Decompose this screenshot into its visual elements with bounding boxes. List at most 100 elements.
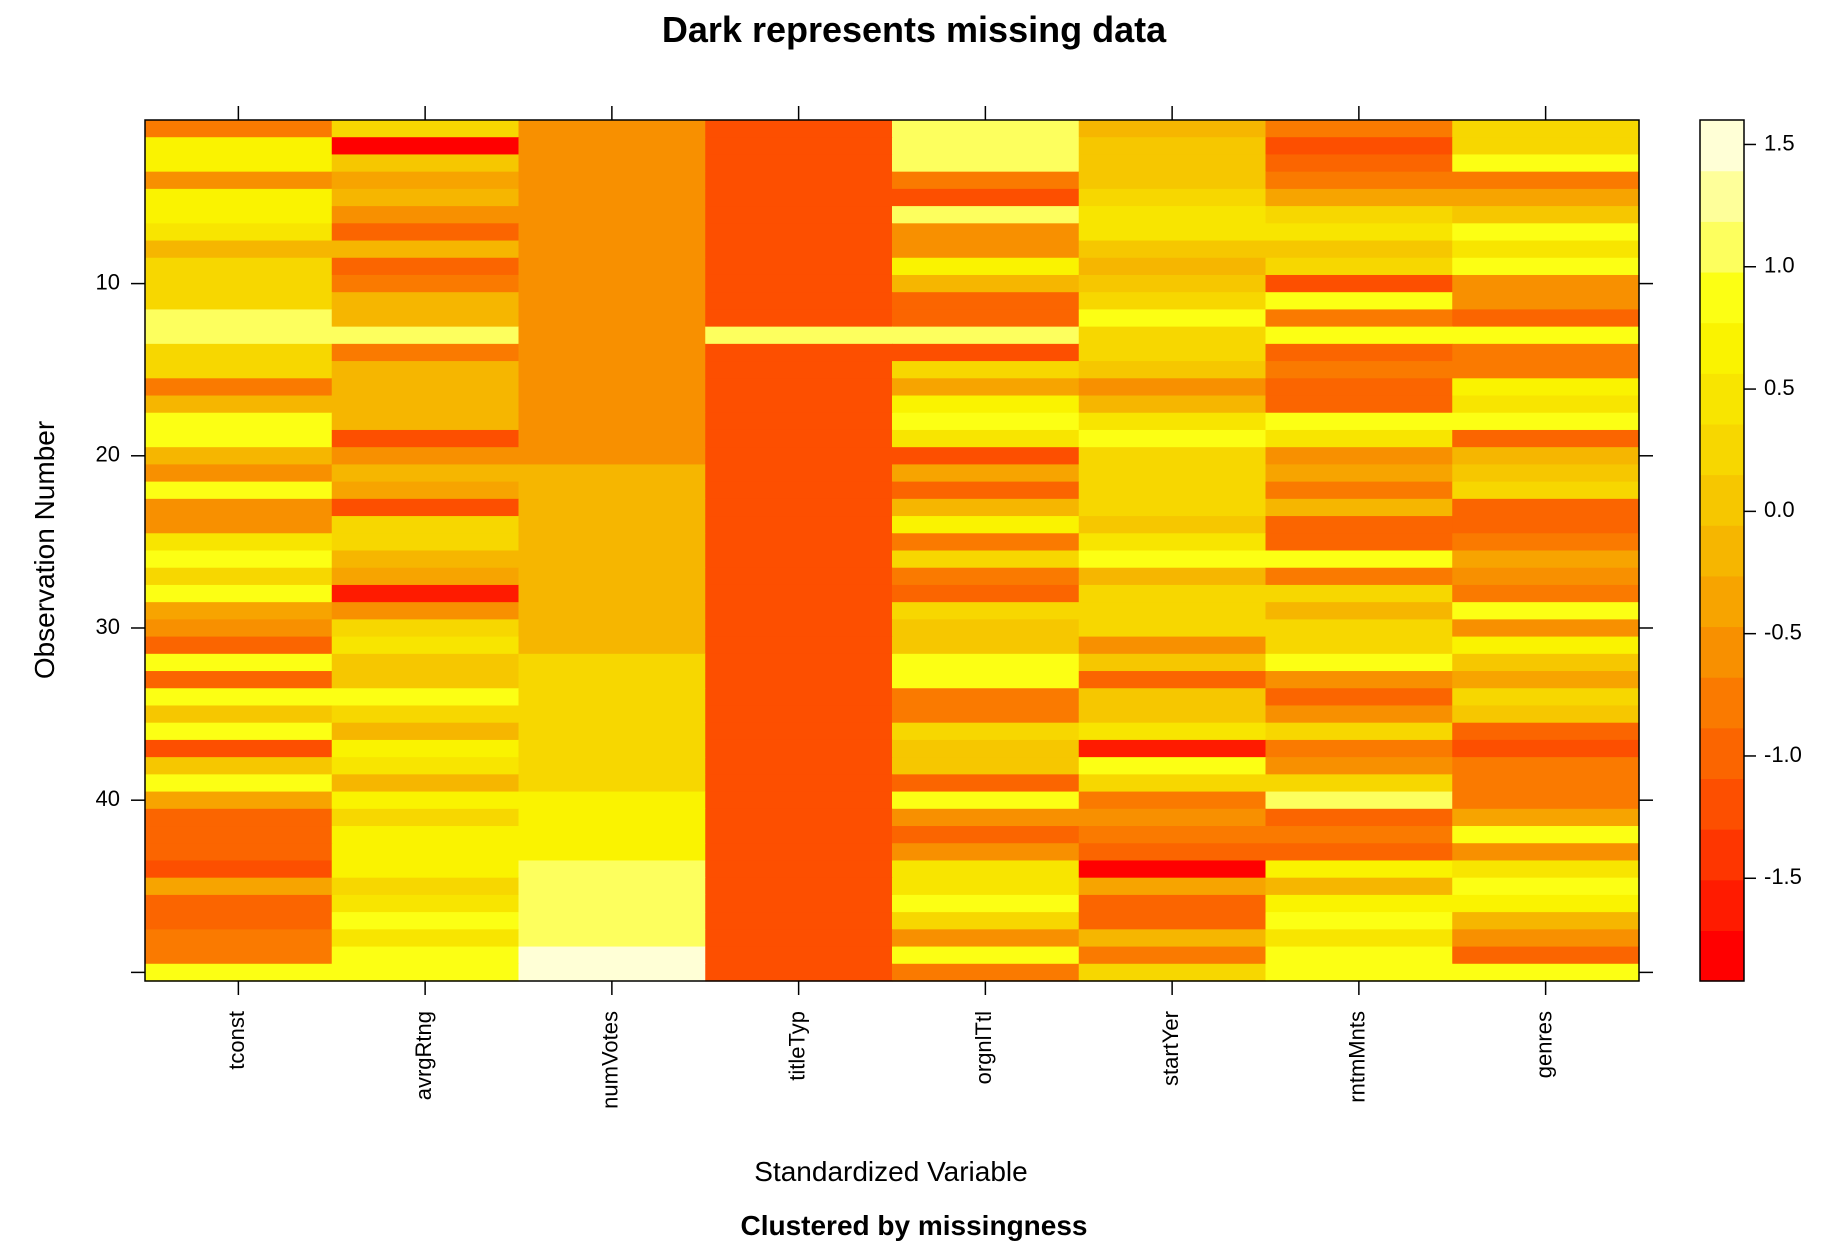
heatmap-cell [892,206,1080,224]
heatmap-cell [331,171,520,190]
heatmap-cell [892,653,1080,672]
heatmap-cell [331,343,520,362]
heatmap-cell [145,602,333,620]
colorbar: -1.5 -1.0 -0.5 0.0 0.5 1.0 1.5 [1699,119,1802,982]
heatmap-cell [705,326,893,345]
heatmap-cell [705,860,893,879]
heatmap-cell [892,120,1080,138]
heatmap-cell [705,533,893,552]
heatmap-cell [518,550,706,569]
heatmap-cell [892,619,1080,638]
heatmap-cell [145,894,333,913]
heatmap-cell [145,843,333,862]
heatmap-cell [1265,636,1453,655]
heatmap-cell [1078,808,1267,827]
heatmap-cell [331,498,520,517]
heatmap-cell [145,619,333,638]
heatmap-cell [705,343,893,362]
heatmap-cell [1078,791,1267,810]
heatmap-cell [1265,137,1453,156]
heatmap-cell [331,361,520,379]
heatmap-cell [1265,826,1453,844]
heatmap-cell [1078,516,1267,534]
heatmap-cell [1265,464,1453,483]
heatmap-cell [331,877,520,896]
heatmap-cell [705,808,893,827]
heatmap-cell [705,963,893,982]
heatmap-cell [892,274,1080,293]
heatmap-cell [1265,240,1453,259]
heatmap-cell [145,361,333,379]
heatmap-cell [145,774,333,793]
heatmap-cell [518,757,706,775]
colorbar-border [1699,119,1745,982]
heatmap-cell [892,412,1080,431]
colorbar-band [1700,221,1744,273]
heatmap-cell [145,343,333,362]
heatmap-cell [145,722,333,741]
heatmap-cell [705,602,893,620]
colorbar-band [1700,120,1744,172]
heatmap-cell [518,912,706,930]
heatmap-cell [705,361,893,379]
heatmap-cell [331,464,520,483]
heatmap-cell [1452,395,1640,414]
heatmap-cell [518,343,706,362]
heatmap-cell [892,671,1080,689]
heatmap-cell [518,292,706,311]
heatmap-cell [145,550,333,569]
heatmap-cell [331,481,520,500]
colorbar-band [1700,525,1744,577]
heatmap-cell [1265,808,1453,827]
heatmap-cell [705,516,893,534]
heatmap-cell [1078,722,1267,741]
heatmap-cell [1265,343,1453,362]
heatmap-cell [518,447,706,465]
heatmap-cell [1452,602,1640,620]
heatmap-cell [518,584,706,603]
heatmap-cell [705,791,893,810]
x-axis: tconst avrgRtng numVotes titleTyp orgnlTtl st… [224,106,1556,1109]
heatmap-cell [892,257,1080,276]
heatmap-cell [145,791,333,810]
heatmap-cell [518,240,706,259]
heatmap-cell [892,429,1080,448]
heatmap-cell [1452,567,1640,586]
heatmap-cell [331,894,520,913]
heatmap-cell [331,774,520,793]
heatmap-cell [705,671,893,689]
heatmap-cell [145,516,333,534]
heatmap-cell [1452,292,1640,311]
heatmap-cell [331,533,520,552]
heatmap-cell [145,688,333,707]
colorbar-band [1700,322,1744,374]
heatmap-cell [145,309,333,328]
colorbar-band [1700,930,1744,982]
heatmap-cell [518,326,706,345]
heatmap-cell [1265,429,1453,448]
heatmap-cell [1452,326,1640,345]
heatmap-cell [1265,791,1453,810]
heatmap-cell [331,860,520,879]
heatmap-cell [145,567,333,586]
heatmap-cell [1452,412,1640,431]
heatmap-cell [1265,361,1453,379]
heatmap-cell [1078,912,1267,930]
heatmap-cell [1265,257,1453,276]
heatmap-cell [892,894,1080,913]
heatmap-cell [1078,567,1267,586]
heatmap-cell [705,188,893,207]
heatmap-cell [1265,912,1453,930]
heatmap-cell [705,757,893,775]
heatmap-cell [1452,688,1640,707]
heatmap-cell [331,240,520,259]
heatmap-cell [705,774,893,793]
heatmap-cell [518,705,706,724]
heatmap-cell [331,206,520,224]
heatmap-cell [331,653,520,672]
heatmap-cell [1265,602,1453,620]
heatmap-cell [145,671,333,689]
heatmap-cell [1265,860,1453,879]
heatmap-cell [518,498,706,517]
heatmap-cell [1452,481,1640,500]
